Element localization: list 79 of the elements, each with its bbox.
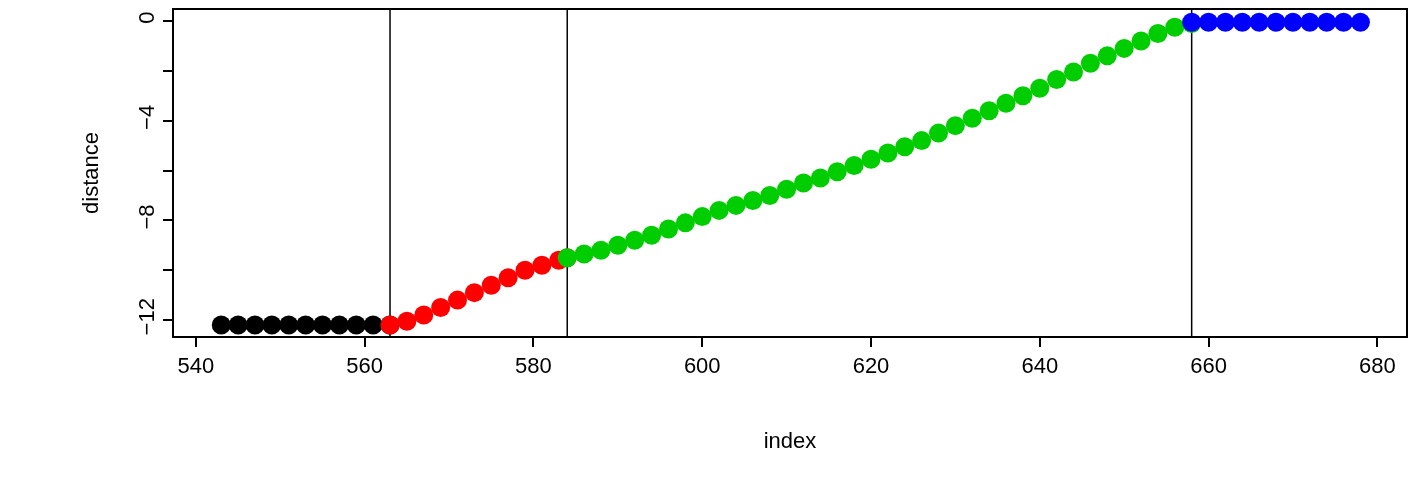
point [912,131,932,151]
y-tick-label: −8 [134,204,160,230]
x-tick-label: 620 [852,353,890,379]
y-tick-label: −4 [134,104,160,130]
point [625,230,645,250]
x-tick-label: 540 [177,353,215,379]
point [1131,31,1151,51]
point [1165,17,1185,37]
point [574,244,594,264]
point [1266,12,1286,32]
point [431,298,451,318]
point [532,255,552,275]
point [659,219,678,239]
point [810,168,830,188]
x-tick-label: 560 [346,353,384,379]
point [211,315,231,335]
y-tick-label: −12 [134,298,160,336]
point [448,290,468,310]
x-tick-label: 660 [1190,353,1227,379]
point [962,108,982,128]
point [709,200,729,220]
point [929,123,949,143]
y-axis-title: distance [77,132,103,214]
point [498,268,518,288]
point [945,116,965,136]
point [397,311,417,331]
point [1064,62,1084,82]
x-tick-label: 600 [683,353,721,379]
point [228,315,248,335]
point [1334,12,1354,32]
point [296,315,316,335]
x-tick-label: 580 [515,353,552,379]
point [675,213,695,233]
point [827,162,847,182]
point [245,315,265,335]
point [346,315,366,335]
point [1317,12,1337,32]
point [1283,12,1303,32]
point [777,179,797,199]
point [1097,46,1117,66]
point [1199,12,1219,32]
point [481,275,501,295]
point [878,143,898,163]
point [1249,12,1269,32]
x-axis-title: index [763,427,817,453]
point [1350,12,1370,32]
point [692,207,712,227]
point [363,315,383,335]
point [743,190,763,210]
point [262,315,282,335]
point [313,315,333,335]
point [844,156,864,176]
x-tick-label: 640 [1021,353,1059,379]
point [726,195,746,215]
point [464,283,484,303]
point [279,315,299,335]
point [1300,12,1320,32]
point [794,173,813,193]
point [979,101,999,121]
point [329,315,349,335]
point [1030,78,1050,98]
point [608,235,628,255]
point [1114,38,1134,58]
point [1232,12,1252,32]
x-tick-label: 680 [1358,353,1396,379]
point [861,149,881,169]
point [515,260,535,280]
point [1013,86,1033,106]
point [1148,23,1168,43]
point [642,225,662,245]
point [414,305,434,325]
point [1215,12,1235,32]
point [1047,70,1067,90]
y-tick-label: 0 [134,11,160,24]
point [591,240,611,260]
point [895,137,915,157]
point [1080,53,1100,73]
point [760,185,780,205]
point [996,93,1016,113]
